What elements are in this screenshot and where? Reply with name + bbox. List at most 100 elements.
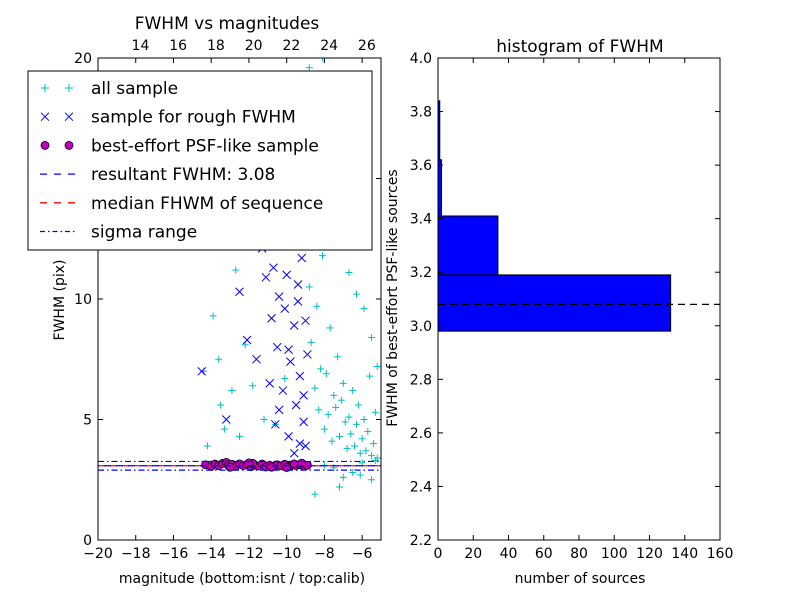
y-tick-label: 0 <box>83 533 92 549</box>
x-marker-b <box>265 378 275 388</box>
x-tick-label: −8 <box>314 546 335 562</box>
all-sample-point <box>232 266 240 274</box>
legend-marker-circle <box>64 140 74 150</box>
all-sample-point <box>339 379 347 387</box>
x-marker-b <box>297 253 307 263</box>
all-sample-point <box>354 401 362 409</box>
all-sample-point <box>313 302 321 310</box>
x-marker-b <box>289 448 299 458</box>
y-axis-ticks: 2.2 2.4 2.6 2.8 3.0 3.2 3.4 3.6 3.8 4.0 <box>410 51 720 549</box>
x-marker-b <box>295 371 305 381</box>
x-marker-b <box>252 354 261 364</box>
y-tick-label: 5 <box>83 413 92 429</box>
all-sample-point <box>335 432 343 440</box>
rough-fwhm-point <box>293 280 303 289</box>
all-sample-point <box>228 387 236 395</box>
x-marker-b <box>284 345 293 354</box>
right-chart-title: histogram of FWHM <box>496 37 663 57</box>
legend-marker-plus <box>65 84 73 92</box>
all-sample-point <box>339 473 347 481</box>
all-sample-point <box>330 391 338 399</box>
rough-fwhm-point <box>252 354 261 364</box>
x-tick-label: 80 <box>570 546 588 562</box>
all-sample-point <box>356 449 364 457</box>
all-sample-point <box>236 432 243 440</box>
legend-entry: sigma range <box>40 223 197 243</box>
all-sample-point <box>343 444 351 452</box>
rough-fwhm-point <box>284 345 293 354</box>
x-marker-b <box>303 350 312 359</box>
legend-label: resultant FWHM: 3.08 <box>91 165 275 185</box>
right-y-axis-label: FWHM of best-effort PSF-like sources <box>385 169 401 426</box>
x-tick-label: 40 <box>500 546 518 562</box>
legend: all sample sample for rough FWHM best-effo… <box>27 70 373 251</box>
x-marker-b <box>293 297 303 306</box>
all-sample-point <box>369 440 377 448</box>
all-sample-point <box>326 324 334 332</box>
reference-lines <box>98 460 381 471</box>
all-sample-point <box>349 387 357 395</box>
left-y-axis-label: FWHM (pix) <box>52 260 68 341</box>
y-tick-label: 2.8 <box>410 372 432 388</box>
x-marker-b <box>274 405 284 415</box>
x-tick-label: −20 <box>83 546 113 562</box>
rough-fwhm-point <box>267 313 276 323</box>
all-sample-point <box>311 384 319 392</box>
legend-entry: resultant FWHM: 3.08 <box>40 165 275 185</box>
y-tick-label: 2.2 <box>410 533 432 549</box>
all-sample-point <box>345 268 353 276</box>
left-x-axis-label: magnitude (bottom:isnt / top:calib) <box>119 571 365 587</box>
all-sample-point <box>305 64 313 72</box>
y-tick-label: 2.4 <box>410 479 432 495</box>
legend-marker-x <box>64 112 74 122</box>
all-sample-point <box>217 401 225 409</box>
all-sample-point <box>351 442 359 450</box>
x-tick-label: 20 <box>464 546 482 562</box>
x-tick-label: 100 <box>601 546 628 562</box>
rough-fwhm-point <box>265 378 275 388</box>
y-tick-label: 3.6 <box>410 158 432 174</box>
legend-entries: all sample sample for rough FWHM best-effo… <box>40 79 323 243</box>
all-sample-point <box>281 375 289 383</box>
all-sample-point <box>328 437 336 445</box>
legend-marker-plus <box>41 84 49 92</box>
all-sample-point <box>345 413 353 421</box>
x-tick-label: −12 <box>234 546 264 562</box>
x-marker-b <box>261 272 271 282</box>
top-tick-label: 24 <box>320 38 338 54</box>
x-marker-b <box>267 313 276 323</box>
fwhm-vs-magnitude-plot: FWHM vs magnitudes 14 16 18 20 22 24 26 −20 −18… <box>27 14 382 587</box>
all-sample-point <box>371 408 379 416</box>
rough-fwhm-point <box>284 432 293 441</box>
x-marker-b <box>197 366 207 376</box>
x-tick-label: 0 <box>434 546 443 562</box>
rough-fwhm-point <box>221 415 231 424</box>
all-sample-point <box>366 372 374 380</box>
all-sample-point <box>368 452 376 460</box>
x-marker-b <box>278 386 288 395</box>
y-tick-label: 3.0 <box>410 319 432 335</box>
all-sample-point <box>249 382 257 390</box>
x-axis-ticks: −20 −18 −16 −14 −12 −10 −8 −6 <box>83 58 373 562</box>
all-sample-point <box>335 483 343 491</box>
x-marker-b <box>221 415 231 424</box>
rough-fwhm-point <box>286 357 295 367</box>
fwhm-histogram-plot: histogram of FWHM 0 20 40 60 80 100 120 140 160 … <box>385 37 733 587</box>
y-tick-label: 20 <box>74 51 92 67</box>
all-sample-point <box>352 290 360 298</box>
x-tick-label: −14 <box>196 546 226 562</box>
all-sample-point <box>215 355 223 363</box>
x-marker-b <box>301 316 310 326</box>
all-sample-point <box>360 416 368 423</box>
x-marker-b <box>280 304 290 313</box>
rough-fwhm-point <box>295 439 305 448</box>
all-sample-point <box>319 252 327 260</box>
legend-label: all sample <box>91 79 178 99</box>
all-sample-point <box>368 476 376 484</box>
rough-fwhm-point <box>301 316 310 326</box>
rough-fwhm-point <box>289 448 299 458</box>
all-sample-point <box>319 58 327 62</box>
y-tick-label: 3.2 <box>410 265 432 281</box>
all-sample-point <box>352 420 360 428</box>
